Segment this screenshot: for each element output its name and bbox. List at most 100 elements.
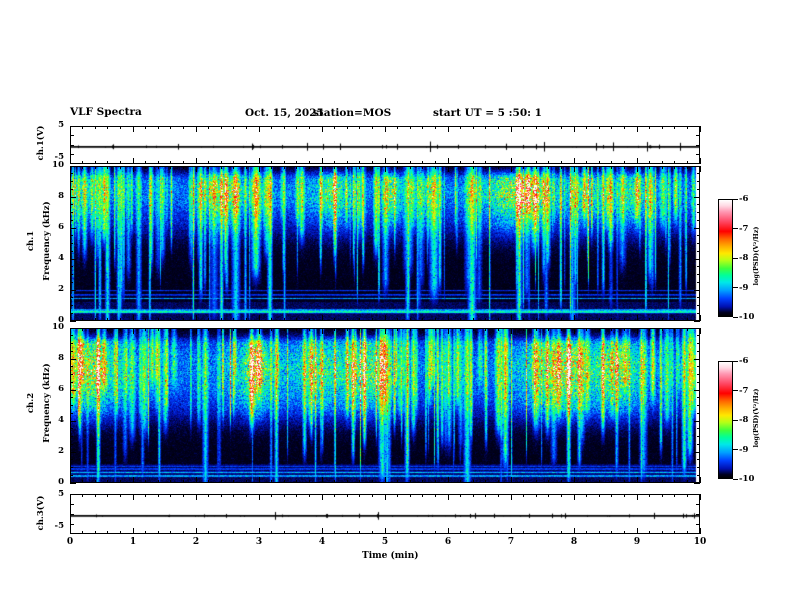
x-minor-tick bbox=[359, 166, 361, 169]
x-minor-tick bbox=[422, 494, 424, 497]
x-minor-tick bbox=[523, 318, 525, 321]
x-minor-tick bbox=[145, 161, 147, 164]
y-major-tick bbox=[694, 320, 700, 322]
x-minor-tick bbox=[346, 318, 348, 321]
x-major-tick bbox=[321, 477, 323, 483]
x-major-tick bbox=[132, 477, 134, 483]
x-major-tick bbox=[699, 328, 701, 334]
x-minor-tick bbox=[460, 328, 462, 331]
x-minor-tick bbox=[472, 328, 474, 331]
x-minor-tick bbox=[371, 480, 373, 483]
x-minor-tick bbox=[422, 161, 424, 164]
x-minor-tick bbox=[208, 328, 210, 331]
x-minor-tick bbox=[497, 328, 499, 331]
x-major-tick bbox=[510, 126, 512, 132]
x-minor-tick bbox=[560, 480, 562, 483]
x-major-tick bbox=[258, 166, 260, 172]
y-minor-tick bbox=[70, 188, 73, 190]
x-minor-tick bbox=[308, 166, 310, 169]
y-major-tick bbox=[70, 420, 76, 422]
x-minor-tick bbox=[233, 161, 235, 164]
y-major-tick bbox=[70, 451, 76, 453]
x-tick-label: 10 bbox=[693, 537, 707, 547]
x-minor-tick bbox=[485, 480, 487, 483]
x-minor-tick bbox=[560, 166, 562, 169]
x-minor-tick bbox=[208, 318, 210, 321]
colorbar-tick bbox=[733, 478, 738, 480]
y-minor-tick bbox=[697, 335, 700, 337]
x-tick-label: 3 bbox=[255, 537, 263, 547]
colorbar-tick-label-ch2: -8 bbox=[739, 415, 749, 425]
x-minor-tick bbox=[220, 161, 222, 164]
y-tick-label-ch1: 8 bbox=[58, 191, 64, 201]
y-minor-tick bbox=[697, 188, 700, 190]
spectrogram-ch1-canvas bbox=[71, 167, 699, 320]
x-minor-tick bbox=[296, 531, 298, 534]
x-minor-tick bbox=[548, 126, 550, 129]
x-minor-tick bbox=[145, 328, 147, 331]
colorbar-tick-label-ch1: -7 bbox=[739, 223, 749, 234]
colorbar-tick bbox=[733, 257, 738, 259]
x-minor-tick bbox=[346, 480, 348, 483]
x-minor-tick bbox=[523, 328, 525, 331]
y-tick-label-ch1: 4 bbox=[58, 253, 64, 263]
x-minor-tick bbox=[308, 318, 310, 321]
y-major-tick bbox=[694, 165, 700, 167]
x-minor-tick bbox=[346, 328, 348, 331]
x-minor-tick bbox=[560, 494, 562, 497]
x-tick-label: 7 bbox=[507, 537, 515, 547]
x-tick-label: 5 bbox=[381, 537, 389, 547]
spectrogram-ch2-canvas bbox=[71, 329, 699, 482]
x-minor-tick bbox=[283, 166, 285, 169]
y-minor-tick bbox=[696, 523, 700, 525]
y-minor-tick bbox=[70, 204, 73, 206]
colorbar-tick bbox=[733, 287, 738, 288]
y-tick-label-ch2: 10 bbox=[52, 322, 64, 332]
x-minor-tick bbox=[233, 126, 235, 129]
x-major-tick bbox=[195, 528, 197, 534]
x-major-tick bbox=[447, 528, 449, 534]
x-minor-tick bbox=[359, 328, 361, 331]
x-minor-tick bbox=[422, 531, 424, 534]
y-tick-label-ch2: 4 bbox=[58, 415, 64, 425]
panel-ch2-spectrogram bbox=[70, 328, 700, 483]
x-minor-tick bbox=[283, 161, 285, 164]
x-minor-tick bbox=[397, 166, 399, 169]
x-minor-tick bbox=[409, 328, 411, 331]
x-minor-tick bbox=[346, 531, 348, 534]
x-tick-label: 2 bbox=[192, 537, 200, 547]
x-minor-tick bbox=[271, 494, 273, 497]
x-minor-tick bbox=[472, 161, 474, 164]
panel-ch2-spec-ylabel2: Frequency (kHz) bbox=[42, 363, 52, 443]
x-minor-tick bbox=[170, 328, 172, 331]
x-minor-tick bbox=[523, 494, 525, 497]
y-major-tick bbox=[694, 258, 700, 260]
x-minor-tick bbox=[271, 318, 273, 321]
x-minor-tick bbox=[145, 318, 147, 321]
x-minor-tick bbox=[497, 531, 499, 534]
y-minor-tick bbox=[70, 274, 73, 275]
y-minor-tick bbox=[70, 428, 73, 430]
x-minor-tick bbox=[397, 161, 399, 164]
colorbar-tick-label-ch1: -10 bbox=[739, 312, 755, 322]
x-minor-tick bbox=[245, 318, 247, 321]
x-minor-tick bbox=[397, 494, 399, 497]
x-minor-tick bbox=[296, 166, 298, 169]
y-minor-tick bbox=[697, 459, 700, 461]
x-major-tick bbox=[573, 126, 575, 132]
x-minor-tick bbox=[170, 480, 172, 483]
x-minor-tick bbox=[686, 328, 688, 331]
x-major-tick bbox=[258, 477, 260, 483]
x-minor-tick bbox=[422, 126, 424, 129]
x-minor-tick bbox=[208, 494, 210, 497]
x-minor-tick bbox=[245, 166, 247, 169]
x-minor-tick bbox=[472, 480, 474, 483]
x-major-tick bbox=[384, 166, 386, 172]
y-minor-tick bbox=[70, 397, 73, 399]
y-minor-tick bbox=[697, 204, 700, 206]
x-minor-tick bbox=[157, 531, 159, 534]
y-major-tick bbox=[694, 358, 700, 360]
x-minor-tick bbox=[674, 318, 676, 321]
x-minor-tick bbox=[94, 480, 96, 483]
x-major-tick bbox=[384, 315, 386, 321]
